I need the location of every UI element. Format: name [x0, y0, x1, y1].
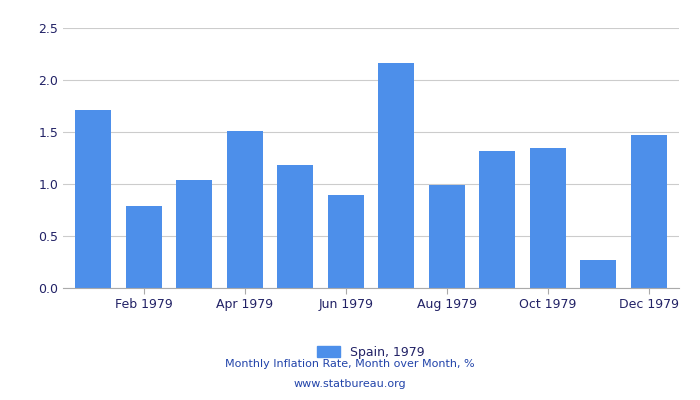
Bar — [227, 131, 263, 288]
Bar — [479, 151, 515, 288]
Text: www.statbureau.org: www.statbureau.org — [294, 379, 406, 389]
Bar — [125, 206, 162, 288]
Bar — [277, 165, 314, 288]
Legend: Spain, 1979: Spain, 1979 — [312, 341, 430, 364]
Bar — [580, 260, 617, 288]
Bar — [378, 63, 414, 288]
Bar — [176, 180, 213, 288]
Bar — [529, 148, 566, 288]
Text: Monthly Inflation Rate, Month over Month, %: Monthly Inflation Rate, Month over Month… — [225, 359, 475, 369]
Bar — [75, 110, 111, 288]
Bar — [631, 135, 667, 288]
Bar — [328, 196, 364, 288]
Bar — [428, 185, 465, 288]
